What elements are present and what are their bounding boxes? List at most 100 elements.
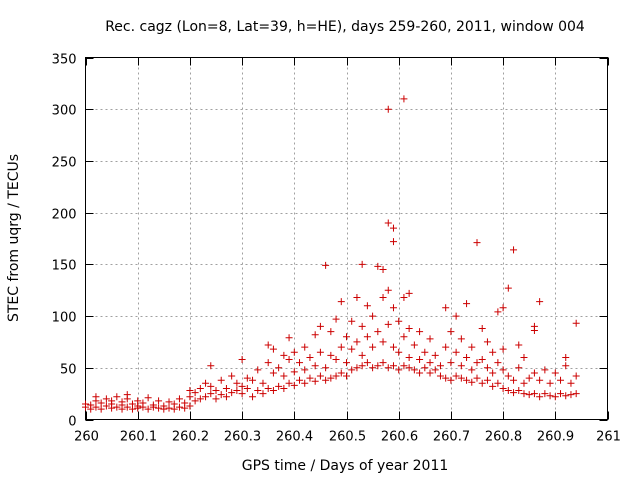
- data-point: [353, 364, 361, 372]
- data-point: [228, 389, 236, 397]
- data-point: [118, 398, 126, 406]
- data-point: [348, 317, 356, 325]
- data-point: [165, 404, 173, 412]
- y-tick-label: 100: [52, 311, 77, 326]
- data-point: [457, 374, 465, 382]
- data-point: [259, 390, 267, 398]
- data-point: [322, 364, 330, 372]
- data-point: [363, 333, 371, 341]
- data-point: [217, 391, 225, 399]
- x-tick-label: 260.6: [381, 430, 418, 445]
- data-point: [447, 376, 455, 384]
- data-point: [254, 366, 262, 374]
- data-point: [123, 391, 131, 399]
- data-point: [400, 95, 408, 103]
- data-point: [510, 246, 518, 254]
- data-point: [92, 403, 100, 411]
- data-point: [483, 376, 491, 384]
- data-point: [108, 397, 116, 405]
- data-point: [515, 364, 523, 372]
- data-point: [348, 345, 356, 353]
- data-point: [92, 393, 100, 401]
- data-point: [536, 393, 544, 401]
- data-point: [416, 369, 424, 377]
- data-point: [510, 389, 518, 397]
- data-point: [473, 239, 481, 247]
- data-point: [525, 374, 533, 382]
- x-tick-label: 260.4: [276, 430, 313, 445]
- data-point: [316, 372, 324, 380]
- data-point: [436, 362, 444, 370]
- x-tick-label: 260.8: [485, 430, 522, 445]
- data-point: [191, 389, 199, 397]
- data-point: [562, 362, 570, 370]
- data-point: [353, 293, 361, 301]
- data-point: [316, 322, 324, 330]
- data-point: [473, 359, 481, 367]
- data-point: [186, 393, 194, 401]
- data-point: [207, 362, 215, 370]
- data-point: [363, 302, 371, 310]
- data-point: [358, 322, 366, 330]
- data-point: [358, 362, 366, 370]
- data-point: [395, 317, 403, 325]
- data-point: [175, 395, 183, 403]
- data-point: [285, 379, 293, 387]
- data-point: [207, 382, 215, 390]
- data-point: [410, 341, 418, 349]
- data-point: [567, 391, 575, 399]
- data-point: [249, 376, 257, 384]
- data-point: [452, 372, 460, 380]
- data-point: [468, 343, 476, 351]
- data-point: [530, 390, 538, 398]
- axis-ticks: 0 50 100 150 200 250 300 350 260 260.1 260.2 260.3 2…: [52, 53, 621, 445]
- data-point: [275, 364, 283, 372]
- data-point: [123, 403, 131, 411]
- y-tick-label: 50: [60, 363, 77, 378]
- data-point: [87, 401, 95, 409]
- data-point: [447, 328, 455, 336]
- data-point: [384, 105, 392, 113]
- data-point: [551, 369, 559, 377]
- data-point: [530, 369, 538, 377]
- data-point: [520, 379, 528, 387]
- data-point: [196, 384, 204, 392]
- data-point: [520, 353, 528, 361]
- data-point: [269, 345, 277, 353]
- data-point: [343, 359, 350, 367]
- data-point: [82, 400, 89, 408]
- data-point: [499, 384, 507, 392]
- data-point: [546, 379, 554, 387]
- data-point: [290, 381, 298, 389]
- data-point: [212, 387, 220, 395]
- data-point: [316, 348, 324, 356]
- y-tick-label: 0: [68, 415, 76, 430]
- data-point: [269, 387, 277, 395]
- data-point: [280, 384, 288, 392]
- data-point: [431, 351, 439, 359]
- data-point: [489, 382, 497, 390]
- data-point: [389, 224, 397, 232]
- y-tick-label: 300: [52, 104, 77, 119]
- data-point: [275, 382, 283, 390]
- data-point: [337, 298, 345, 306]
- data-point: [301, 343, 309, 351]
- data-point: [447, 359, 455, 367]
- data-point: [296, 376, 304, 384]
- data-point: [264, 359, 272, 367]
- data-point: [332, 356, 340, 364]
- data-point: [494, 359, 502, 367]
- x-tick-label: 261: [596, 430, 621, 445]
- data-point: [280, 351, 288, 359]
- data-point: [144, 405, 152, 413]
- data-point: [541, 390, 549, 398]
- data-point: [139, 399, 147, 407]
- data-point: [389, 343, 397, 351]
- data-point: [572, 390, 580, 398]
- data-point: [546, 392, 554, 400]
- y-axis-label: STEC from uqrg / TECUs: [6, 154, 22, 322]
- data-point: [212, 395, 220, 403]
- data-point: [400, 293, 408, 301]
- data-point: [369, 312, 377, 320]
- data-point: [160, 402, 168, 410]
